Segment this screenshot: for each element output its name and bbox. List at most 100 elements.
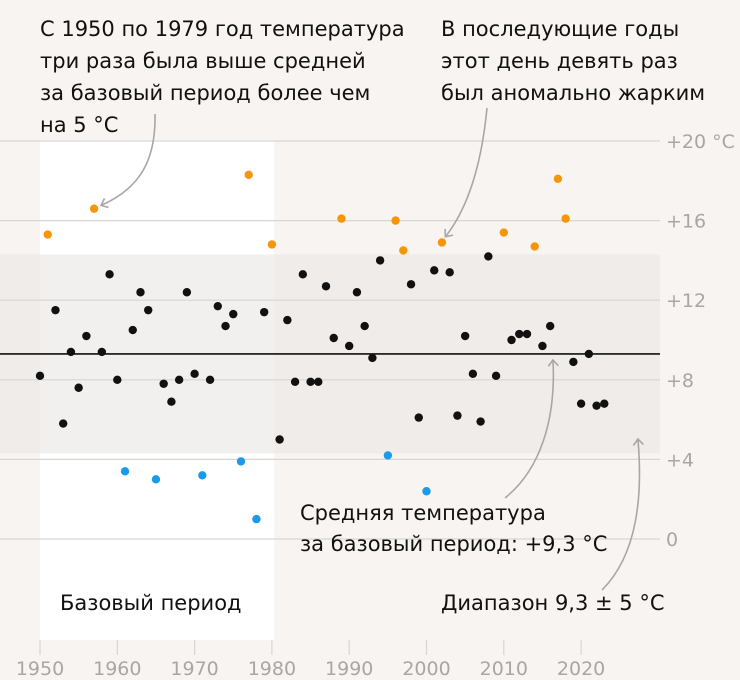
data-point-normal bbox=[82, 331, 91, 341]
data-point-normal bbox=[453, 411, 462, 420]
data-point-hot bbox=[399, 246, 408, 255]
data-point-normal bbox=[174, 375, 184, 384]
annotation-right-top: В последующие годы этот день девять раз … bbox=[441, 17, 705, 105]
arrow-right bbox=[444, 107, 488, 238]
data-point-cold bbox=[252, 514, 261, 524]
x-tick-label: 1990 bbox=[325, 658, 373, 680]
data-point-normal bbox=[360, 321, 369, 331]
data-point-normal bbox=[283, 315, 292, 325]
annotation-mean-line-2: за базовый период: +9,3 °С bbox=[300, 532, 607, 556]
data-point-normal bbox=[445, 268, 454, 277]
data-point-normal bbox=[221, 321, 230, 331]
data-point-normal bbox=[159, 379, 168, 388]
data-point-normal bbox=[229, 309, 238, 319]
data-point-normal bbox=[74, 383, 83, 392]
annotation-mean: Средняя температура за базовый период: +… bbox=[300, 501, 607, 556]
data-point-cold bbox=[198, 471, 207, 480]
data-point-normal bbox=[515, 329, 524, 339]
data-point-hot bbox=[267, 240, 277, 249]
data-point-normal bbox=[406, 280, 416, 289]
data-point-normal bbox=[275, 435, 284, 444]
x-tick-label: 2010 bbox=[480, 658, 528, 680]
data-point-hot bbox=[499, 228, 508, 237]
annotation-right-line-1: В последующие годы bbox=[441, 17, 679, 41]
data-point-normal bbox=[592, 401, 601, 410]
data-point-normal bbox=[545, 321, 555, 331]
annotation-mean-line-1: Средняя температура bbox=[300, 501, 546, 525]
data-point-normal bbox=[584, 349, 594, 359]
data-point-normal bbox=[190, 369, 199, 379]
y-tick-label: +4 bbox=[666, 449, 694, 471]
data-point-normal bbox=[522, 329, 532, 339]
annotation-arrows bbox=[99, 107, 644, 591]
y-axis-ticks: +20 °C +16 +12 +8 +4 0 bbox=[666, 131, 735, 551]
data-point-cold bbox=[120, 467, 130, 476]
data-points bbox=[35, 170, 609, 524]
data-point-normal bbox=[375, 256, 385, 265]
annotation-left-line-3: за базовый период более чем bbox=[40, 81, 370, 105]
data-point-normal bbox=[314, 377, 323, 386]
data-point-hot bbox=[89, 204, 99, 213]
data-point-hot bbox=[561, 214, 570, 223]
data-point-normal bbox=[538, 341, 547, 351]
data-point-normal bbox=[128, 325, 137, 335]
x-tick-label: 2020 bbox=[557, 658, 605, 680]
data-point-normal bbox=[66, 347, 76, 357]
data-point-cold bbox=[383, 451, 393, 460]
annotation-right-line-3: был аномально жарким bbox=[441, 81, 705, 105]
annotation-left-top: С 1950 по 1979 год температура три раза … bbox=[40, 17, 405, 137]
data-point-normal bbox=[414, 413, 423, 422]
annotation-base-period: Базовый период bbox=[60, 591, 242, 615]
x-tick-label: 1950 bbox=[16, 658, 64, 680]
y-tick-label: +20 °C bbox=[666, 131, 735, 153]
data-point-normal bbox=[259, 307, 269, 317]
y-tick-label: +12 bbox=[666, 290, 706, 312]
data-point-normal bbox=[345, 341, 354, 351]
data-point-normal bbox=[105, 270, 114, 279]
data-point-normal bbox=[507, 335, 516, 345]
x-tick-label: 1970 bbox=[170, 658, 218, 680]
data-point-normal bbox=[600, 399, 609, 408]
arrow-left bbox=[99, 113, 156, 209]
x-tick-label: 1960 bbox=[93, 658, 141, 680]
data-point-normal bbox=[569, 357, 578, 367]
data-point-cold bbox=[151, 475, 161, 484]
data-point-normal bbox=[430, 266, 439, 275]
annotation-left-line-1: С 1950 по 1979 год температура bbox=[40, 17, 405, 41]
annotation-left-line-4: на 5 °С bbox=[40, 113, 118, 137]
data-point-normal bbox=[484, 252, 493, 261]
data-point-normal bbox=[491, 371, 501, 381]
data-point-normal bbox=[205, 375, 215, 384]
data-point-normal bbox=[476, 417, 485, 426]
data-point-normal bbox=[329, 333, 338, 343]
data-point-hot bbox=[244, 170, 253, 180]
data-point-normal bbox=[298, 270, 308, 279]
y-tick-label: +8 bbox=[666, 370, 694, 392]
data-point-normal bbox=[58, 419, 68, 428]
y-tick-label: +16 bbox=[666, 211, 706, 233]
data-point-hot bbox=[553, 174, 563, 184]
annotation-range: Диапазон 9,3 ± 5 °С bbox=[441, 591, 664, 615]
arrow-range bbox=[601, 437, 644, 591]
data-point-normal bbox=[460, 331, 470, 341]
data-point-normal bbox=[182, 288, 192, 297]
data-point-normal bbox=[576, 399, 586, 408]
data-point-normal bbox=[321, 282, 331, 291]
x-tick-label: 1980 bbox=[248, 658, 296, 680]
annotation-left-line-2: три раза была выше средней bbox=[40, 49, 366, 73]
gridlines bbox=[0, 140, 660, 540]
y-tick-label: 0 bbox=[666, 529, 678, 551]
data-point-normal bbox=[51, 305, 60, 315]
data-point-normal bbox=[213, 301, 222, 311]
data-point-normal bbox=[368, 353, 377, 363]
data-point-normal bbox=[113, 375, 122, 384]
data-point-hot bbox=[437, 238, 447, 247]
data-point-normal bbox=[97, 347, 107, 357]
data-point-hot bbox=[43, 230, 52, 239]
data-point-hot bbox=[530, 242, 539, 251]
data-point-normal bbox=[306, 377, 315, 386]
data-point-normal bbox=[468, 369, 478, 379]
data-point-normal bbox=[352, 288, 362, 297]
data-point-hot bbox=[337, 214, 346, 223]
